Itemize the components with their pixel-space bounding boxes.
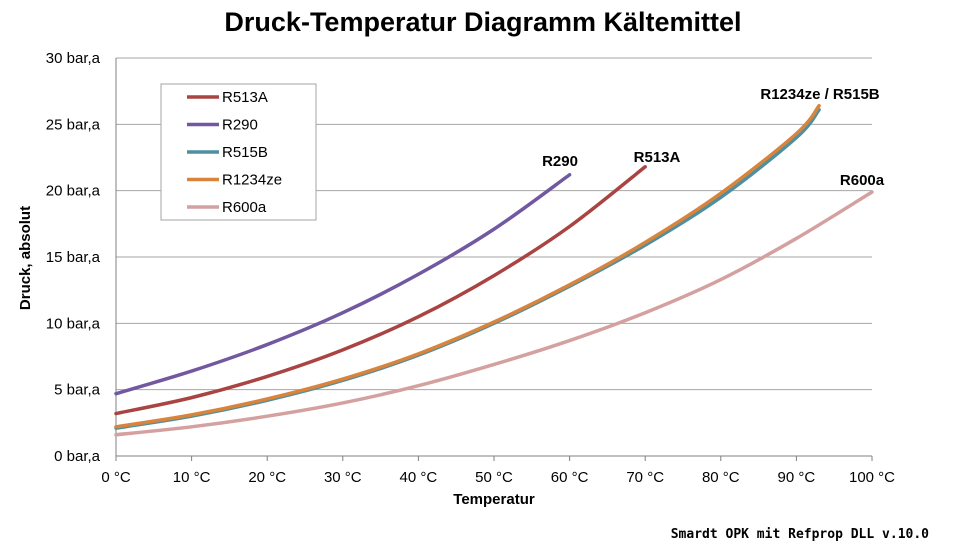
series-line-r513a	[114, 165, 647, 416]
x-tick-label: 50 °C	[475, 469, 513, 486]
x-tick-label: 40 °C	[400, 469, 438, 486]
y-axis-label: Druck, absolut	[17, 206, 34, 310]
legend-box	[160, 83, 317, 221]
x-tick-label: 60 °C	[551, 469, 589, 486]
series-line-r1234ze	[114, 104, 821, 429]
annotation-r290: R290	[542, 153, 578, 170]
y-tick-labels: 0 bar,a 5 bar,a 10 bar,a 15 bar,a 20 bar,a 25…	[46, 50, 101, 465]
axes	[115, 58, 873, 461]
y-tick-label: 25 bar,a	[46, 116, 101, 133]
y-tick-label: 30 bar,a	[46, 50, 101, 67]
x-tick-label: 0 °C	[101, 469, 131, 486]
x-tick-label: 10 °C	[173, 469, 211, 486]
y-tick-label: 0 bar,a	[54, 448, 101, 465]
y-tick-label: 20 bar,a	[46, 183, 101, 200]
legend-label-r515b: R515B	[222, 144, 268, 161]
legend-items: R513A R290 R515B R1234ze R600a	[187, 89, 282, 216]
legend-label-r290: R290	[222, 117, 258, 134]
y-tick-label: 10 bar,a	[46, 315, 101, 332]
annotation-r600a: R600a	[840, 172, 885, 189]
x-tick-label: 90 °C	[778, 469, 816, 486]
x-tick-label: 20 °C	[248, 469, 286, 486]
y-tick-label: 15 bar,a	[46, 249, 101, 266]
legend: R513A R290 R515B R1234ze R600a	[160, 83, 317, 221]
annotation-r1234ze-r515b: R1234ze / R515B	[760, 86, 879, 103]
x-tick-label: 100 °C	[849, 469, 895, 486]
x-tick-labels: 0 °C 10 °C 20 °C 30 °C 40 °C 50 °C 60 °C 70 °C 8…	[101, 469, 895, 486]
series-lines	[114, 104, 874, 437]
legend-label-r513a: R513A	[222, 89, 268, 106]
x-tick-label: 30 °C	[324, 469, 362, 486]
annotation-r513a: R513A	[634, 149, 681, 166]
x-tick-label: 80 °C	[702, 469, 740, 486]
series-line-r600a	[114, 190, 874, 437]
legend-label-r1234ze: R1234ze	[222, 172, 282, 189]
x-axis-label: Temperatur	[453, 491, 535, 508]
legend-label-r600a: R600a	[222, 199, 267, 216]
chart-title: Druck-Temperatur Diagramm Kältemittel	[224, 7, 741, 37]
y-tick-label: 5 bar,a	[54, 382, 101, 399]
series-line-r290	[114, 173, 572, 396]
footer-note: Smardt OPK mit Refprop DLL v.10.0	[671, 527, 929, 542]
x-tick-label: 70 °C	[626, 469, 664, 486]
